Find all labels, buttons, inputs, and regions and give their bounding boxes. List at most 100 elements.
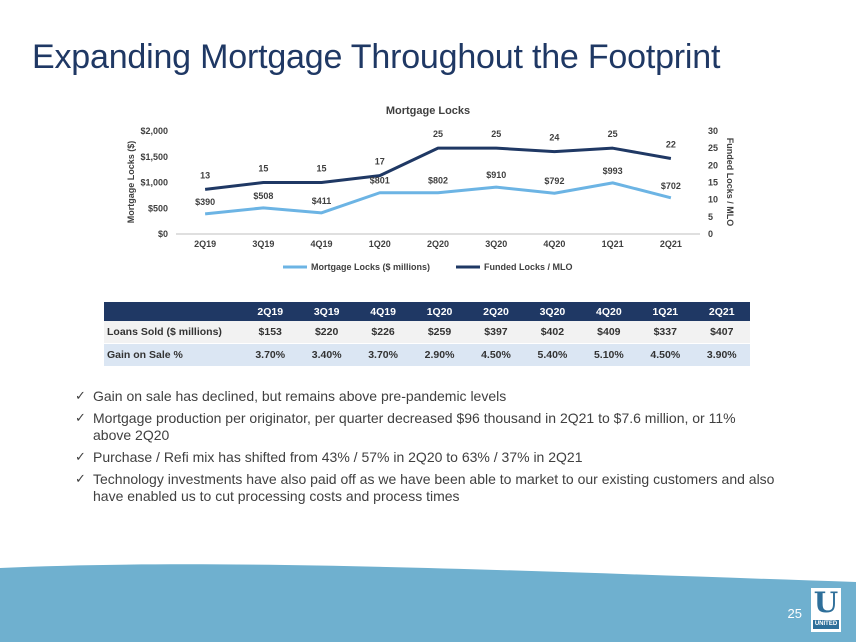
y-right-tick-label: 15 — [708, 178, 718, 188]
mortgage-locks-data-label: $802 — [428, 176, 448, 186]
checkmark-icon: ✓ — [75, 472, 86, 487]
table-header-cell: 1Q21 — [637, 302, 694, 321]
y-left-tick-label: $2,000 — [140, 126, 168, 136]
x-tick-label: 2Q20 — [427, 239, 449, 249]
bullet-text: Technology investments have also paid of… — [93, 471, 775, 504]
funded-locks-data-label: 15 — [258, 164, 268, 174]
y-right-axis-title: Funded Locks / MLO — [725, 138, 735, 227]
bullet-text: Mortgage production per originator, per … — [93, 410, 736, 443]
table-cell: $397 — [467, 321, 525, 344]
mortgage-locks-data-label: $910 — [486, 170, 506, 180]
logo-wordmark: UNITED — [813, 620, 839, 629]
bullet-list: ✓ Gain on sale has declined, but remains … — [75, 388, 775, 510]
footer-wave — [0, 564, 856, 642]
y-left-tick-label: $0 — [158, 229, 168, 239]
funded-locks-data-label: 25 — [433, 129, 443, 139]
mortgage-locks-data-label: $792 — [544, 176, 564, 186]
y-right-tick-label: 10 — [708, 195, 718, 205]
table-cell: $153 — [242, 321, 299, 344]
funded-locks-data-label: 22 — [666, 139, 676, 149]
funded-locks-data-label: 17 — [375, 157, 385, 167]
checkmark-icon: ✓ — [75, 411, 86, 426]
table-header-cell: 3Q19 — [298, 302, 355, 321]
table-header-cell: 1Q20 — [411, 302, 468, 321]
mortgage-locks-data-label: $801 — [370, 176, 390, 186]
table-row: Gain on Sale % 3.70% 3.40% 3.70% 2.90% 4… — [104, 343, 750, 366]
x-tick-label: 4Q20 — [543, 239, 565, 249]
table-header-cell: 4Q19 — [354, 302, 412, 321]
table-header-cell: 2Q21 — [693, 302, 750, 321]
table-header-cell — [104, 302, 242, 321]
y-right-tick-label: 5 — [708, 212, 713, 222]
table-cell: 4.50% — [467, 343, 525, 366]
bullet-item: ✓ Gain on sale has declined, but remains … — [75, 388, 775, 405]
table-cell: $402 — [524, 321, 581, 344]
united-logo: U UNITED — [811, 588, 841, 632]
legend-label-mortgage-locks: Mortgage Locks ($ millions) — [311, 262, 430, 272]
row-label: Loans Sold ($ millions) — [104, 321, 242, 344]
funded-locks-line — [204, 146, 672, 191]
x-tick-label: 1Q21 — [602, 239, 624, 249]
loans-sold-table: 2Q19 3Q19 4Q19 1Q20 2Q20 3Q20 4Q20 1Q21 … — [104, 302, 750, 366]
bullet-text: Purchase / Refi mix has shifted from 43%… — [93, 449, 583, 465]
table-cell: $337 — [637, 321, 694, 344]
funded-locks-data-label: 24 — [549, 133, 559, 143]
footer-wave-shape — [0, 564, 856, 642]
table-cell: $409 — [580, 321, 638, 344]
table-header-cell: 3Q20 — [524, 302, 581, 321]
table-header-cell: 2Q19 — [242, 302, 299, 321]
bullet-item: ✓ Mortgage production per originator, per… — [75, 410, 775, 444]
table-cell: $407 — [693, 321, 750, 344]
legend-label-funded-locks: Funded Locks / MLO — [484, 262, 573, 272]
logo-letter: U — [813, 586, 839, 619]
mortgage-locks-line — [204, 181, 672, 216]
slide-title: Expanding Mortgage Throughout the Footpr… — [32, 38, 721, 76]
mortgage-locks-data-label: $411 — [312, 196, 332, 206]
table-cell: 5.40% — [524, 343, 581, 366]
funded-locks-data-label: 15 — [317, 164, 327, 174]
checkmark-icon: ✓ — [75, 389, 86, 404]
x-tick-label: 3Q19 — [252, 239, 274, 249]
checkmark-icon: ✓ — [75, 450, 86, 465]
x-tick-label: 2Q21 — [660, 239, 682, 249]
mortgage-locks-data-label: $993 — [603, 166, 623, 176]
y-right-tick-label: 30 — [708, 126, 718, 136]
table-cell: 5.10% — [580, 343, 638, 366]
bullet-item: ✓ Technology investments have also paid o… — [75, 471, 775, 505]
funded-locks-data-label: 25 — [608, 129, 618, 139]
bullet-text: Gain on sale has declined, but remains a… — [93, 388, 507, 404]
table-cell: 2.90% — [411, 343, 468, 366]
table-header-row: 2Q19 3Q19 4Q19 1Q20 2Q20 3Q20 4Q20 1Q21 … — [104, 302, 750, 321]
table-header-cell: 4Q20 — [580, 302, 638, 321]
y-right-tick-label: 25 — [708, 143, 718, 153]
chart-title: Mortgage Locks — [386, 105, 470, 117]
table-cell: 3.70% — [354, 343, 412, 366]
y-left-tick-label: $500 — [148, 203, 168, 213]
funded-locks-data-label: 25 — [491, 129, 501, 139]
table-cell: $259 — [411, 321, 468, 344]
x-tick-label: 3Q20 — [485, 239, 507, 249]
mortgage-locks-data-label: $702 — [661, 181, 681, 191]
mortgage-locks-data-label: $390 — [195, 197, 215, 207]
row-label: Gain on Sale % — [104, 343, 242, 366]
table-cell: $226 — [354, 321, 412, 344]
x-tick-label: 4Q19 — [311, 239, 333, 249]
table-cell: $220 — [298, 321, 355, 344]
mortgage-locks-data-label: $508 — [253, 191, 273, 201]
page-number: 25 — [787, 606, 802, 621]
table-header-cell: 2Q20 — [467, 302, 525, 321]
mortgage-locks-chart: Mortgage Locks $0 $500 $1,000 $1,500 $2,000 0 5… — [126, 105, 735, 272]
y-right-tick-label: 0 — [708, 229, 713, 239]
y-left-tick-label: $1,000 — [140, 178, 168, 188]
y-left-tick-label: $1,500 — [140, 152, 168, 162]
table-cell: 3.90% — [693, 343, 750, 366]
table-cell: 3.40% — [298, 343, 355, 366]
table-cell: 4.50% — [637, 343, 694, 366]
y-right-tick-label: 20 — [708, 160, 718, 170]
x-tick-label: 1Q20 — [369, 239, 391, 249]
table-cell: 3.70% — [242, 343, 299, 366]
funded-locks-data-label: 13 — [200, 170, 210, 180]
bullet-item: ✓ Purchase / Refi mix has shifted from 43… — [75, 449, 775, 466]
x-tick-label: 2Q19 — [194, 239, 216, 249]
y-left-axis-title: Mortgage Locks ($) — [126, 141, 136, 224]
